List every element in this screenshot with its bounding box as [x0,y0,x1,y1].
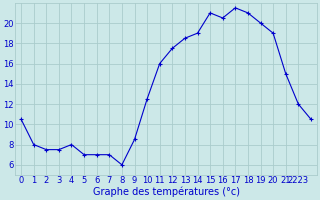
X-axis label: Graphe des températures (°c): Graphe des températures (°c) [92,187,239,197]
